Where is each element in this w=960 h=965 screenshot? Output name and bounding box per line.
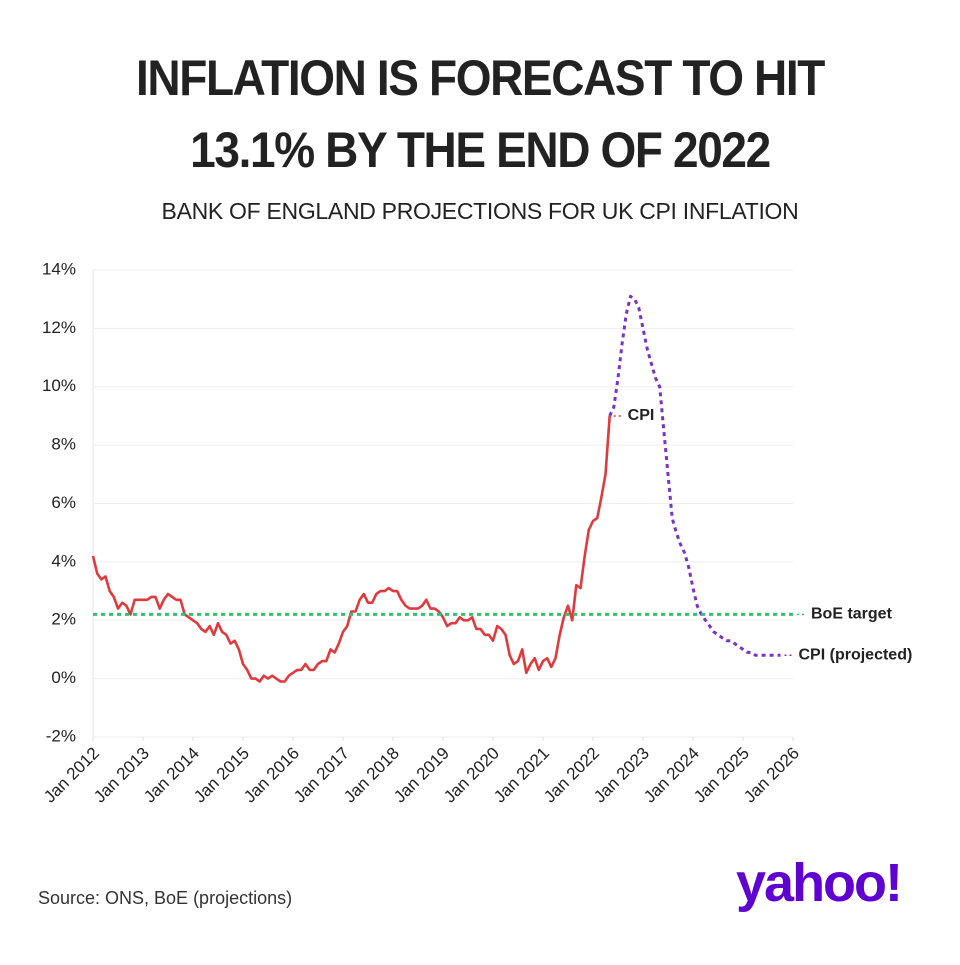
y-tick-label: -2% [46,726,76,745]
series-line [608,294,781,657]
brand-logo: yahoo! [736,853,903,913]
series-line [91,415,611,683]
y-tick-label: 10% [42,376,76,395]
y-tick-label: 4% [51,551,76,570]
series-label: BoE target [811,606,893,623]
y-tick-label: 0% [51,668,76,687]
series-label: CPI (projected) [799,646,913,663]
y-tick-label: 12% [42,318,76,337]
x-tick-label: Jan 2026 [740,744,803,807]
y-tick-label: 8% [51,435,76,454]
y-tick-label: 2% [51,610,76,629]
chart-title: INFLATION IS FORECAST TO HIT 13.1% BY TH… [136,50,825,178]
y-tick-label: 14% [42,259,76,278]
source-note: Source: ONS, BoE (projections) [38,888,293,908]
chart-subtitle: BANK OF ENGLAND PROJECTIONS FOR UK CPI I… [161,198,799,224]
series-label: CPI [628,407,655,424]
y-tick-label: 6% [51,493,76,512]
